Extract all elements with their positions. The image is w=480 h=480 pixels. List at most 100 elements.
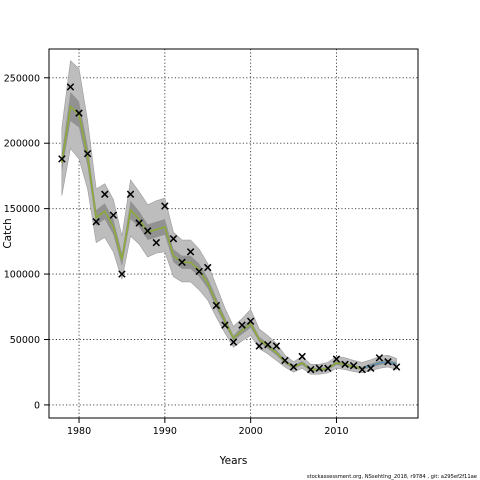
observed-point (169, 235, 178, 243)
observed-cross-stroke (83, 149, 92, 158)
observed-cross-stroke (349, 361, 358, 370)
observed-point (195, 267, 203, 276)
observed-point (58, 155, 66, 163)
observed-point (212, 301, 221, 310)
observed-cross-stroke (392, 363, 401, 371)
observed-cross-stroke (367, 364, 375, 373)
observed-point (92, 217, 100, 226)
observed-point (161, 202, 169, 210)
observed-cross-stroke (126, 190, 135, 198)
observed-cross-stroke (186, 248, 195, 256)
observed-point (221, 321, 229, 329)
observed-point (238, 321, 246, 329)
observed-cross-stroke (212, 301, 221, 310)
x-axis-title: Years (219, 455, 248, 467)
plot-frame (48, 48, 419, 419)
observed-cross-stroke (332, 355, 341, 363)
y-tick-label: 50000 (10, 335, 40, 346)
observed-cross-stroke (109, 211, 118, 219)
observed-cross-stroke (229, 338, 238, 346)
observed-point (204, 263, 212, 272)
observed-point (281, 356, 289, 365)
observed-cross-stroke (92, 217, 100, 226)
observed-point (66, 83, 75, 91)
observed-point (349, 361, 358, 370)
observed-point (392, 363, 401, 371)
observed-point (118, 270, 126, 278)
observed-cross-stroke (238, 321, 246, 329)
observed-point (152, 238, 160, 247)
observed-cross-stroke (307, 365, 315, 374)
observed-point (375, 354, 384, 362)
y-axis-title: Catch (2, 218, 14, 248)
observed-point (109, 211, 118, 219)
y-axis: 0 50000 100000 150000 200000 250000 (4, 73, 49, 411)
observed-cross-stroke (169, 235, 178, 243)
observed-cross-stroke (66, 83, 75, 91)
observed-cross-stroke (264, 340, 272, 349)
observed-point (101, 190, 109, 198)
observed-cross-stroke (341, 360, 349, 369)
observed-point (83, 149, 92, 158)
y-tick-label: 150000 (4, 204, 40, 215)
observed-cross-stroke (152, 238, 160, 247)
estimate-line (61, 104, 397, 371)
observed-cross-stroke (221, 321, 229, 329)
footer-note: stockassessment.org, NSsehtIng_2018, r97… (307, 474, 477, 480)
observed-cross-stroke (246, 317, 255, 325)
observed-cross-stroke (204, 263, 212, 272)
observed-point (255, 342, 263, 350)
y-tick-label: 100000 (4, 270, 40, 281)
estimate-lines (61, 104, 397, 371)
x-tick-label: 1980 (67, 426, 91, 437)
observed-point (135, 219, 143, 227)
observed-cross-stroke (375, 354, 384, 362)
y-tick-label: 200000 (4, 139, 40, 150)
observed-cross-stroke (58, 155, 66, 163)
x-axis: 1980 1990 2000 2010 (67, 418, 349, 437)
observed-cross-stroke (298, 352, 306, 361)
observed-point (307, 365, 315, 374)
observed-cross-stroke (324, 364, 332, 373)
observed-cross-stroke (118, 270, 126, 278)
observed-cross-stroke (289, 363, 298, 371)
observed-point (298, 352, 306, 361)
observed-cross-stroke (272, 342, 281, 350)
observed-cross-stroke (143, 227, 152, 235)
observed-point (264, 340, 272, 349)
observed-cross-stroke (195, 267, 203, 276)
observed-point (143, 227, 152, 235)
observed-point (315, 364, 324, 373)
observed-cross-stroke (255, 342, 263, 350)
observed-cross-stroke (384, 358, 392, 366)
observed-point (75, 109, 83, 117)
observed-point (229, 338, 238, 346)
observed-cross-stroke (161, 202, 169, 210)
x-tick-label: 1990 (153, 426, 177, 437)
observed-point (126, 190, 135, 198)
observed-point (289, 363, 298, 371)
observed-point (332, 355, 341, 363)
observed-point (178, 258, 186, 267)
observed-point (341, 360, 349, 369)
observed-cross-stroke (101, 190, 109, 198)
observed-cross-stroke (135, 219, 143, 227)
forecast-line (362, 361, 397, 369)
observed-cross-stroke (358, 365, 366, 374)
observed-cross-stroke (75, 109, 83, 117)
observed-point (367, 364, 375, 373)
observed-point (358, 365, 366, 374)
observed-point (186, 248, 195, 256)
y-tick-label: 0 (34, 400, 40, 411)
observed-points (58, 83, 401, 374)
x-tick-label: 2000 (239, 426, 263, 437)
observed-cross-stroke (281, 356, 289, 365)
observed-cross-stroke (178, 258, 186, 267)
observed-point (324, 364, 332, 373)
observed-cross-stroke (315, 364, 324, 373)
observed-point (246, 317, 255, 325)
y-tick-label: 250000 (4, 73, 40, 84)
observed-point (384, 358, 392, 366)
x-tick-label: 2010 (324, 426, 348, 437)
